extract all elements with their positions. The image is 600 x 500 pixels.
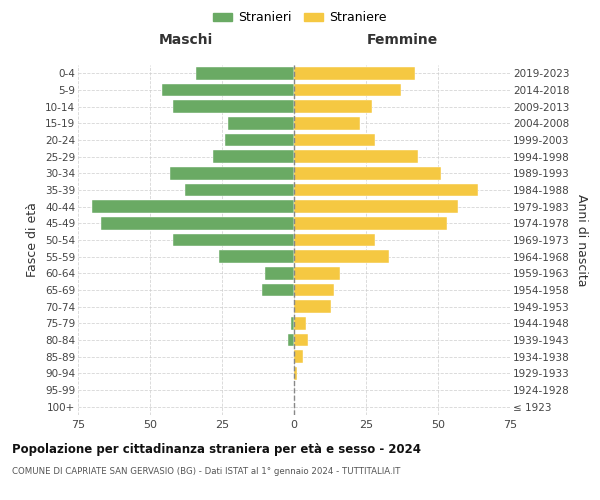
Bar	[294, 134, 374, 146]
Bar	[294, 184, 478, 196]
Bar	[294, 334, 308, 346]
Bar	[219, 250, 294, 263]
Text: Femmine: Femmine	[367, 34, 437, 48]
Bar	[294, 300, 331, 313]
Legend: Stranieri, Straniere: Stranieri, Straniere	[208, 6, 392, 29]
Bar	[294, 150, 418, 163]
Bar	[294, 284, 334, 296]
Bar	[214, 150, 294, 163]
Bar	[294, 367, 297, 380]
Bar	[294, 250, 389, 263]
Bar	[294, 167, 441, 179]
Text: Maschi: Maschi	[159, 34, 213, 48]
Y-axis label: Anni di nascita: Anni di nascita	[575, 194, 588, 286]
Text: Popolazione per cittadinanza straniera per età e sesso - 2024: Popolazione per cittadinanza straniera p…	[12, 442, 421, 456]
Bar	[185, 184, 294, 196]
Bar	[294, 200, 458, 213]
Bar	[294, 217, 446, 230]
Bar	[170, 167, 294, 179]
Y-axis label: Fasce di età: Fasce di età	[26, 202, 40, 278]
Bar	[101, 217, 294, 230]
Bar	[265, 267, 294, 280]
Bar	[173, 234, 294, 246]
Bar	[294, 267, 340, 280]
Bar	[294, 234, 374, 246]
Bar	[196, 67, 294, 80]
Bar	[225, 134, 294, 146]
Bar	[294, 100, 372, 113]
Bar	[294, 350, 302, 363]
Bar	[294, 67, 415, 80]
Bar	[228, 117, 294, 130]
Bar	[161, 84, 294, 96]
Bar	[294, 84, 401, 96]
Bar	[294, 117, 360, 130]
Bar	[294, 317, 305, 330]
Bar	[173, 100, 294, 113]
Bar	[262, 284, 294, 296]
Text: COMUNE DI CAPRIATE SAN GERVASIO (BG) - Dati ISTAT al 1° gennaio 2024 - TUTTITALI: COMUNE DI CAPRIATE SAN GERVASIO (BG) - D…	[12, 468, 400, 476]
Bar	[288, 334, 294, 346]
Bar	[92, 200, 294, 213]
Bar	[291, 317, 294, 330]
